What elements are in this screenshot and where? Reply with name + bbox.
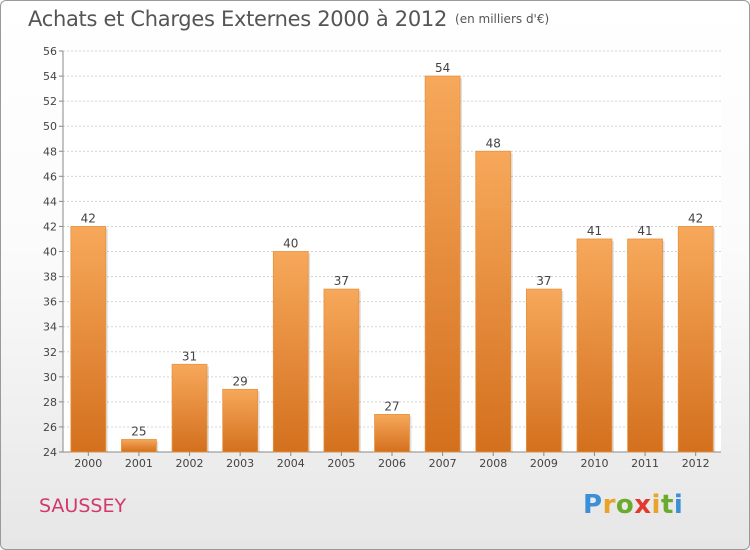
bar-2005 — [323, 288, 360, 453]
bar-2012 — [677, 226, 714, 453]
proxiti-logo: Proxiti — [583, 490, 684, 520]
bar-value-label: 31 — [182, 349, 197, 363]
y-tick-label: 48 — [43, 145, 57, 158]
y-tick-label: 28 — [43, 396, 57, 409]
bar-2010 — [576, 238, 613, 453]
x-tick-label: 2005 — [327, 457, 355, 470]
x-tick-label: 2009 — [530, 457, 558, 470]
bar-2007 — [424, 75, 461, 453]
bar-2001 — [121, 439, 157, 453]
bar-value-label: 40 — [283, 237, 298, 251]
y-tick-label: 32 — [43, 346, 57, 359]
bar-2002 — [171, 363, 208, 453]
bar-2004 — [272, 251, 309, 453]
y-tick-label: 24 — [43, 446, 57, 459]
bar-value-label: 41 — [587, 224, 602, 238]
bar-value-label: 25 — [131, 424, 146, 438]
y-tick-label: 54 — [43, 70, 57, 83]
bar-value-label: 41 — [637, 224, 652, 238]
bar-value-label: 54 — [435, 61, 450, 75]
bar-value-label: 42 — [688, 211, 703, 225]
x-tick-label: 2000 — [74, 457, 102, 470]
bar-value-label: 29 — [233, 374, 248, 388]
location-label: SAUSSEY — [39, 495, 127, 517]
chart-subtitle: (en milliers d'€) — [455, 12, 550, 26]
bar-value-label: 37 — [536, 274, 551, 288]
y-tick-label: 30 — [43, 371, 57, 384]
chart-title-text: Achats et Charges Externes 2000 à 2012 — [28, 7, 448, 31]
x-tick-label: 2003 — [226, 457, 254, 470]
x-tick-label: 2002 — [176, 457, 204, 470]
bar-value-label: 48 — [486, 136, 501, 150]
y-tick-label: 40 — [43, 246, 57, 259]
x-tick-label: 2012 — [682, 457, 710, 470]
bar-value-label: 37 — [334, 274, 349, 288]
bar-2006 — [374, 414, 410, 453]
y-tick-label: 36 — [43, 296, 57, 309]
bar-2000 — [70, 226, 107, 453]
x-tick-label: 2006 — [378, 457, 406, 470]
bar-2011 — [627, 238, 663, 453]
y-tick-label: 34 — [43, 321, 57, 334]
y-tick-label: 44 — [43, 195, 57, 208]
y-tick-label: 26 — [43, 421, 57, 434]
x-tick-label: 2011 — [631, 457, 659, 470]
y-tick-label: 38 — [43, 271, 57, 284]
y-tick-label: 42 — [43, 220, 57, 233]
x-tick-label: 2004 — [277, 457, 305, 470]
x-tick-label: 2010 — [580, 457, 608, 470]
bar-2009 — [525, 288, 562, 453]
y-tick-label: 52 — [43, 95, 57, 108]
x-tick-label: 2007 — [429, 457, 457, 470]
bar-value-label: 42 — [81, 211, 96, 225]
bar-2008 — [475, 150, 512, 453]
bar-2003 — [222, 388, 259, 453]
chart-title: Achats et Charges Externes 2000 à 2012 (e… — [28, 7, 549, 31]
bar-value-label: 27 — [384, 399, 399, 413]
x-tick-label: 2008 — [479, 457, 507, 470]
y-tick-label: 46 — [43, 170, 57, 183]
y-tick-label: 56 — [43, 45, 57, 58]
x-tick-label: 2001 — [125, 457, 153, 470]
y-tick-label: 50 — [43, 120, 57, 133]
